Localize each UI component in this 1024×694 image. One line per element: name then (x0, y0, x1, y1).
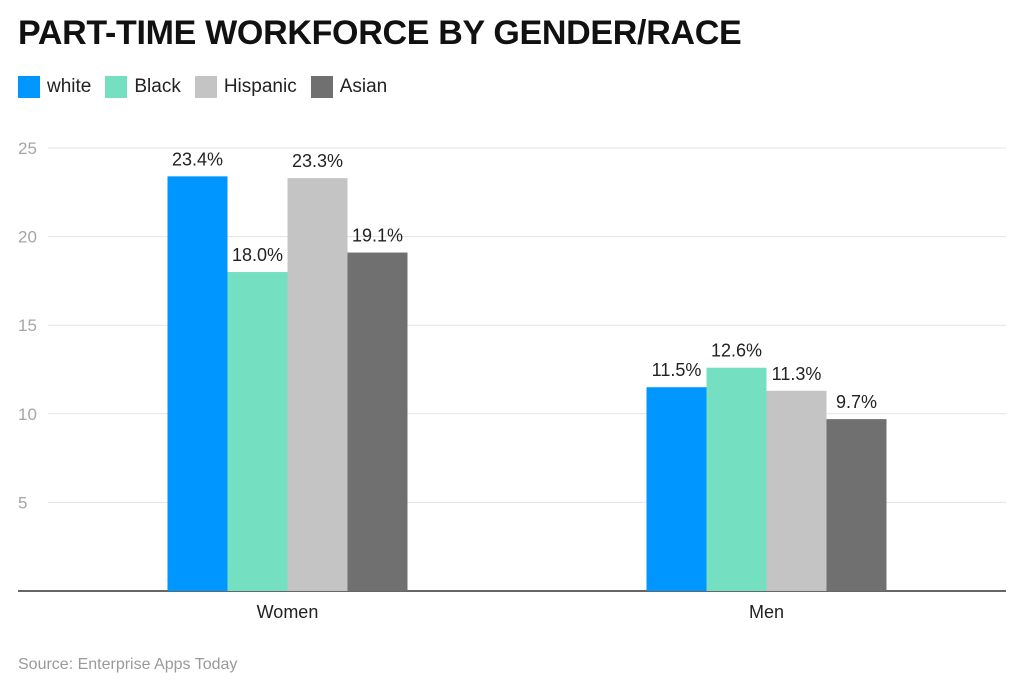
legend-label-white: white (47, 76, 92, 97)
data-label-asian-women: 19.1% (352, 226, 403, 246)
data-label-black-men: 12.6% (711, 341, 762, 361)
y-tick-label-5: 5 (18, 493, 27, 512)
data-label-white-men: 11.5% (652, 360, 702, 380)
legend-item-black: Black (105, 76, 181, 98)
y-tick-label-15: 15 (18, 316, 37, 335)
x-tick-label-women: Women (257, 602, 319, 622)
data-label-white-women: 23.4% (172, 149, 223, 169)
legend-swatch-asian (310, 76, 333, 98)
legend-swatch-black (105, 76, 128, 98)
legend-item-asian: Asian (310, 76, 388, 98)
legend: white Black Hispanic Asian (18, 76, 401, 98)
bar-black-men (706, 367, 767, 591)
legend-item-hispanic: Hispanic (194, 76, 297, 98)
y-tick-label-10: 10 (18, 405, 37, 424)
data-label-hispanic-women: 23.3% (292, 151, 343, 171)
source-note: Source: Enterprise Apps Today (18, 656, 238, 673)
data-label-asian-men: 9.7% (836, 392, 877, 412)
bar-hispanic-women (287, 178, 348, 591)
y-tick-label-20: 20 (18, 228, 37, 247)
bar-white-women (167, 176, 228, 592)
legend-swatch-white (18, 76, 40, 98)
bar-white-men (646, 387, 707, 591)
data-label-black-women: 18.0% (232, 245, 283, 265)
y-tick-label-25: 25 (18, 139, 37, 158)
legend-swatch-hispanic (194, 76, 217, 98)
legend-label-hispanic: Hispanic (223, 76, 297, 97)
chart-title: PART-TIME WORKFORCE BY GENDER/RACE (18, 14, 742, 52)
x-tick-label-men: Men (749, 602, 784, 622)
bar-asian-women (347, 252, 408, 591)
legend-item-white: white (18, 76, 91, 98)
bar-asian-men (826, 419, 887, 591)
bar-black-women (227, 272, 288, 591)
bar-hispanic-men (766, 390, 827, 591)
data-label-hispanic-men: 11.3% (772, 364, 822, 384)
legend-label-black: Black (134, 76, 181, 97)
legend-label-asian: Asian (339, 76, 388, 97)
